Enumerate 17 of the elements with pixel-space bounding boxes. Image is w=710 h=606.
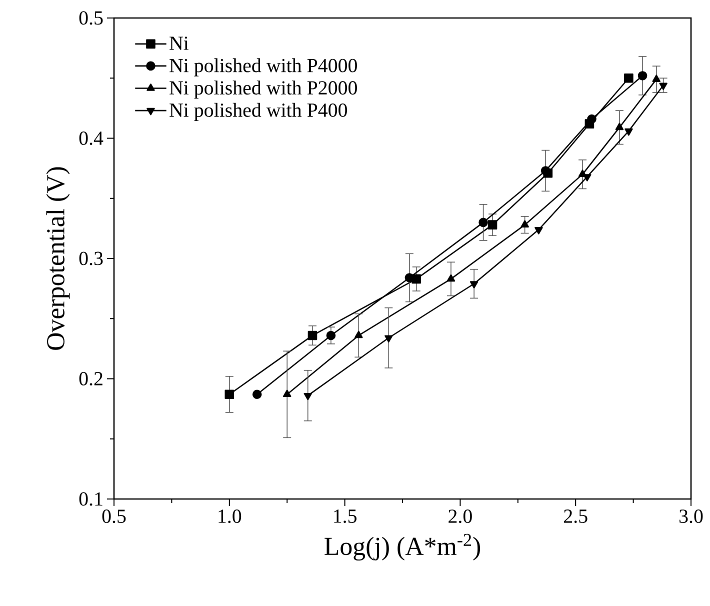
y-tick-label: 0.2: [79, 372, 102, 386]
x-tick-label: 0.5: [102, 510, 126, 524]
legend-label: Ni polished with P400: [170, 102, 347, 121]
y-tick-label: 0.4: [79, 131, 104, 146]
x-axis-title: Log(j) (A*m$^{-2}$): [324, 534, 480, 560]
y-tick-label: 0.3: [79, 252, 103, 266]
y-tick-label: 0.5: [79, 11, 103, 25]
x-tick-label: 3.0: [680, 510, 703, 524]
legend-label: Ni polished with P4000: [170, 58, 357, 76]
y-tick-label: 0.1: [79, 492, 102, 506]
legend-label: Ni: [170, 36, 189, 50]
y-axis-title: Overpotential (V): [46, 167, 70, 350]
x-tick-label: 2.5: [564, 510, 588, 523]
x-tick-label: 2.0: [448, 510, 472, 524]
x-tick-label: 1.0: [218, 510, 242, 524]
x-tick-label: 1.5: [334, 510, 356, 523]
legend-label: Ni polished with P2000: [170, 80, 357, 99]
